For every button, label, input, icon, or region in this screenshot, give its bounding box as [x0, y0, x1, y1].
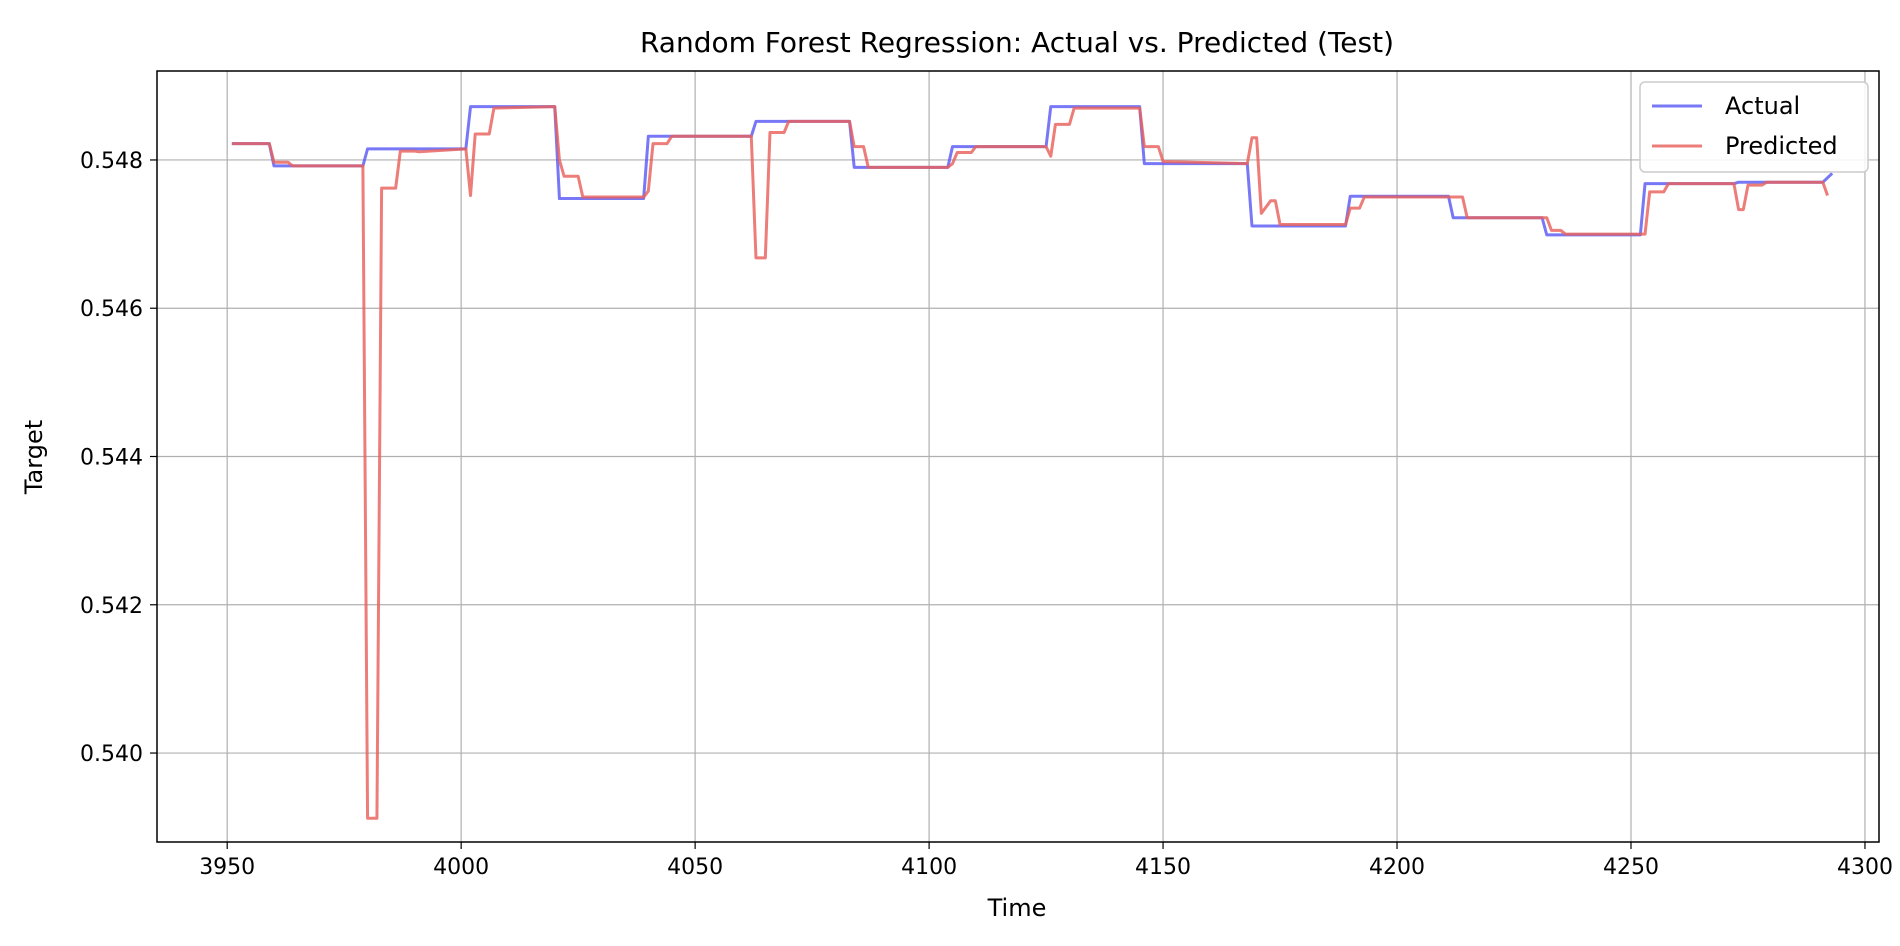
y-tick-label: 0.542 — [80, 594, 143, 619]
y-axis-label: Target — [20, 420, 48, 495]
x-axis-ticks: 3950 4000 4050 4100 4150 4200 4250 4300 — [199, 842, 1893, 880]
y-tick-label: 0.548 — [80, 149, 143, 174]
x-tick-label: 4050 — [667, 855, 723, 880]
series-line-predicted — [231, 105, 1829, 820]
x-tick-label: 3950 — [199, 855, 255, 880]
legend: Actual Predicted — [1639, 81, 1869, 173]
y-tick-label: 0.546 — [80, 297, 143, 322]
x-tick-label: 4100 — [901, 855, 957, 880]
x-tick-label: 4300 — [1837, 855, 1893, 880]
x-tick-label: 4150 — [1135, 855, 1191, 880]
x-tick-label: 4200 — [1369, 855, 1425, 880]
x-axis-label: Time — [987, 894, 1047, 922]
x-tick-label: 4250 — [1603, 855, 1659, 880]
legend-label-actual: Actual — [1725, 92, 1800, 120]
legend-label-predicted: Predicted — [1725, 132, 1838, 160]
y-tick-label: 0.544 — [80, 446, 143, 471]
series-layer — [231, 105, 1834, 820]
grid-lines — [157, 71, 1879, 842]
chart-title: Random Forest Regression: Actual vs. Pre… — [640, 26, 1394, 59]
y-axis-ticks: 0.540 0.542 0.544 0.546 0.548 — [80, 149, 157, 767]
y-tick-label: 0.540 — [80, 742, 143, 767]
x-tick-label: 4000 — [433, 855, 489, 880]
